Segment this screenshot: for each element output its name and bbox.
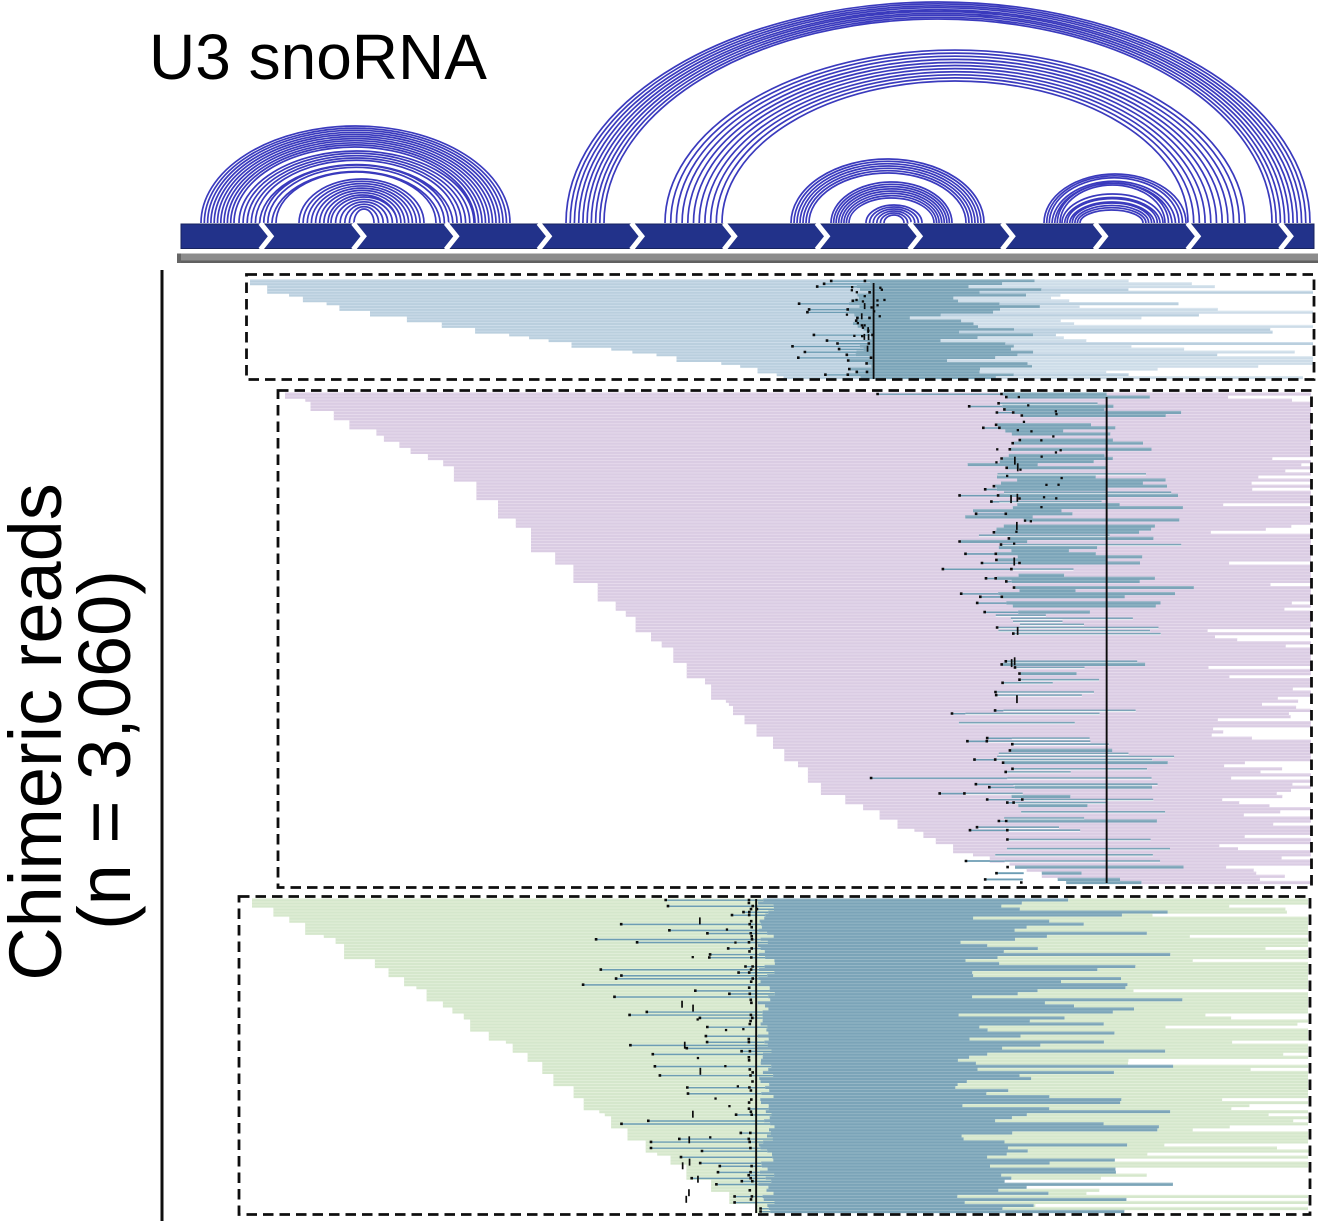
- svg-text:(n = 3,060): (n = 3,060): [63, 570, 146, 930]
- svg-text:Chimeric reads: Chimeric reads: [0, 483, 77, 981]
- svg-text:U3 snoRNA: U3 snoRNA: [149, 21, 487, 93]
